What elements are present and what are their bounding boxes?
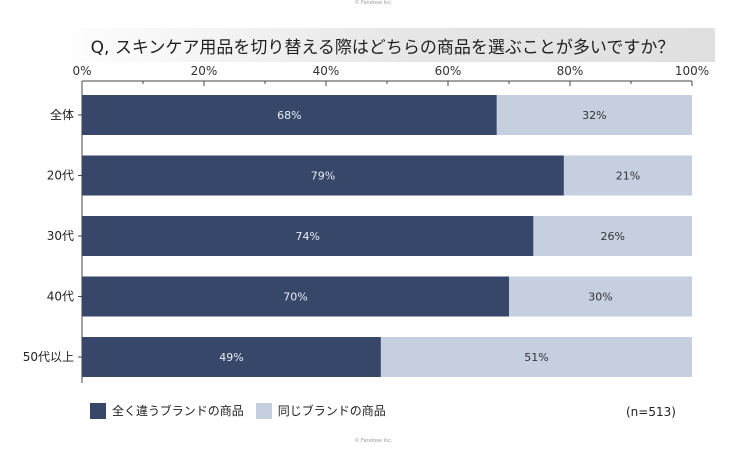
legend-label-different-brand: 全く違うブランドの商品 [112,404,244,418]
bar-data-label: 21% [616,170,640,183]
legend-swatch-different-brand [90,402,106,419]
x-axis-tick-label: 40% [313,64,340,78]
legend: 全く違うブランドの商品 同じブランドの商品 [90,402,398,419]
bar-data-label: 49% [219,351,243,364]
category-label: 全体 [50,107,74,122]
bar-segment [82,276,509,317]
bar-segment [82,337,381,377]
category-label: 30代 [47,229,74,243]
legend-item-same-brand: 同じブランドの商品 [255,402,386,419]
bar-data-label: 32% [582,109,606,122]
category-label: 20代 [47,169,74,183]
x-axis-tick-label: 100% [675,64,709,78]
bar-segment [380,337,692,377]
sample-size-note: (n=513) [626,405,676,419]
bar-data-label: 26% [600,230,624,243]
bar-data-label: 30% [588,291,612,304]
bar-segment [82,216,534,256]
bar-segment [509,276,692,317]
chart-title: Q, スキンケア用品を切り替える際はどちらの商品を選ぶことが多いですか？ [50,28,715,62]
bar-data-label: 51% [524,351,548,364]
bar-data-label: 70% [283,291,307,304]
bar-data-label: 68% [277,109,301,122]
x-axis-tick-label: 60% [435,64,462,78]
bar-data-label: 74% [295,230,319,243]
bar-segment [82,95,497,135]
bar-segment [82,155,564,196]
x-axis-tick-label: 0% [72,64,91,78]
legend-item-different-brand: 全く違うブランドの商品 [90,402,244,419]
bar-segment [563,155,692,196]
stacked-bar-chart: 0% 20% 40% 60% 80% 100% 全体 68% 32% 20代 79% 21% 30代 74… [23,64,709,383]
bar-segment [533,216,692,256]
credit-bottom: © Fandrew Inc. [354,438,393,444]
x-axis-tick-label: 80% [557,64,584,78]
category-label: 50代以上 [23,350,74,364]
legend-swatch-same-brand [255,402,272,419]
category-label: 40代 [47,290,74,304]
bar-data-label: 79% [311,170,335,183]
bar-segment [496,95,692,135]
legend-label-same-brand: 同じブランドの商品 [277,404,386,418]
x-axis-tick-label: 20% [191,64,218,78]
credit-top: © Fandrew Inc. [354,0,393,6]
